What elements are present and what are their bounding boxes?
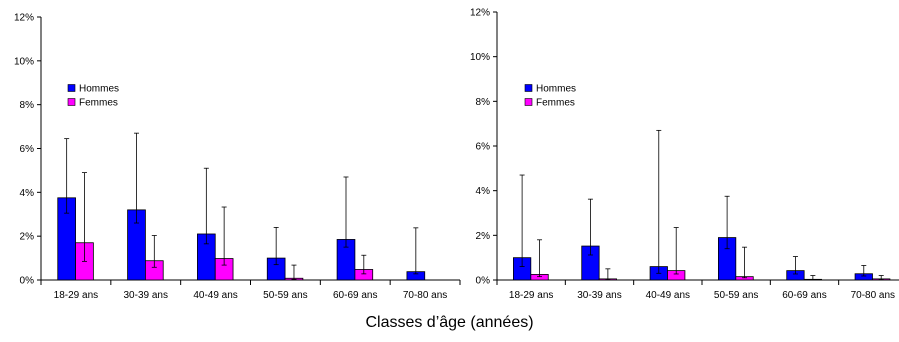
legend-swatch	[524, 98, 533, 106]
y-tick-label: 12%	[14, 13, 34, 24]
y-tick-label: 2%	[20, 232, 35, 243]
y-tick-label: 0%	[476, 276, 491, 287]
x-tick-label: 30-39 ans	[124, 290, 168, 301]
y-tick-label: 10%	[470, 52, 490, 63]
x-tick-label: 40-49 ans	[646, 290, 690, 301]
y-tick-label: 4%	[20, 188, 35, 199]
legend-swatch	[67, 98, 76, 106]
legend: Hommes Femmes	[67, 84, 119, 109]
x-tick-label: 50-59 ans	[263, 290, 307, 301]
y-tick-label: 6%	[20, 144, 35, 155]
legend-label: Hommes	[79, 84, 119, 95]
x-tick-label: 70-80 ans	[403, 290, 447, 301]
y-tick-label: 8%	[476, 97, 491, 108]
x-tick-label: 70-80 ans	[851, 290, 895, 301]
legend-swatch	[67, 84, 76, 92]
y-tick-label: 10%	[14, 56, 34, 67]
x-tick-label: 18-29 ans	[54, 290, 98, 301]
legend-label: Hommes	[536, 84, 576, 95]
y-tick-label: 8%	[20, 100, 35, 111]
legend-swatch	[524, 84, 533, 92]
x-tick-label: 18-29 ans	[509, 290, 553, 301]
y-tick-label: 4%	[476, 186, 491, 197]
y-tick-label: 0%	[20, 276, 35, 287]
y-tick-label: 12%	[470, 8, 490, 19]
y-tick-label: 6%	[476, 142, 491, 153]
chart-1: 0% 2% 4% 6% 8% 10% 12% 18-29 ans 30-39 ans 40-49 …	[14, 13, 461, 301]
legend-label: Femmes	[536, 98, 575, 109]
x-tick-label: 60-69 ans	[333, 290, 377, 301]
x-tick-label: 40-49 ans	[193, 290, 237, 301]
chart-2: 0% 2% 4% 6% 8% 10% 12% 18-29 ans 30-39 ans 40-49 …	[470, 8, 899, 301]
x-tick-label: 60-69 ans	[782, 290, 826, 301]
x-tick-label: 50-59 ans	[714, 290, 758, 301]
shared-x-axis-label: Classes d’âge (années)	[365, 314, 534, 331]
legend-label: Femmes	[79, 98, 118, 109]
legend: Hommes Femmes	[524, 84, 576, 109]
x-tick-label: 30-39 ans	[577, 290, 621, 301]
y-tick-label: 2%	[476, 231, 491, 242]
